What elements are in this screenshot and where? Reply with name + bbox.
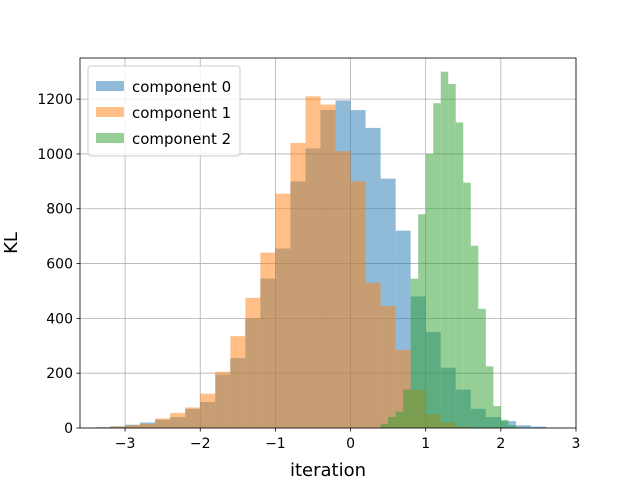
y-tick-label: 1000 [37,147,73,163]
histogram-bar [200,393,216,428]
histogram-bar [440,71,449,428]
y-tick-label: 1200 [37,92,73,108]
x-tick-label: −1 [265,436,286,452]
histogram-bar [365,282,381,428]
histogram-bar [433,103,441,428]
histogram-bar [493,406,501,428]
histogram-bar [425,153,434,429]
histogram-bar [185,407,201,428]
series-1-bars [110,96,471,429]
histogram-bar [155,418,171,428]
histogram-bar [448,84,456,428]
histogram-bar [95,427,111,428]
histogram-bar [335,151,351,428]
y-tick-label: 400 [46,311,73,327]
legend-swatch-2 [96,133,124,143]
legend-box [87,65,241,157]
y-tick-label: 0 [64,421,73,437]
histogram-bar [515,425,531,428]
x-axis-label: iteration [290,460,366,480]
histogram-bar [500,421,516,428]
legend-label-1: component 1 [132,104,231,122]
histogram-bar [305,96,321,429]
y-tick-label: 600 [46,257,73,273]
legend-swatch-0 [96,81,124,91]
histogram-bar [230,336,246,428]
y-tick-label: 800 [46,202,73,218]
histogram-bar [380,306,396,428]
legend: component 0 component 1 component 2 [87,65,241,157]
histogram-bar [320,104,336,428]
histogram-bar [350,181,366,428]
histogram-bar [403,389,411,428]
histogram-bar [478,308,486,428]
histogram-bar [463,182,471,428]
histogram-bar [215,371,231,428]
x-tick-label: 3 [572,436,581,452]
histogram-bar [260,252,276,428]
legend-label-2: component 2 [132,130,231,148]
x-tick-label: 1 [421,436,430,452]
histogram-bar [455,122,464,428]
histogram-bar [388,417,396,428]
y-tick-label: 200 [46,366,73,382]
x-tick-label: −2 [190,436,211,452]
histogram-bar [125,425,141,428]
histogram-bar [110,426,126,428]
x-tick-label: −3 [115,436,136,452]
series-2-bars [380,71,516,429]
histogram-bar [170,412,186,428]
histogram-bar [275,193,291,428]
histogram-bar [245,297,261,428]
histogram-bar [508,425,516,428]
histogram-bar [290,142,306,429]
histogram-bar [485,366,494,428]
histogram-bar [500,419,509,428]
legend-swatch-1 [96,107,124,117]
plot-frame [79,57,577,429]
histogram-bar [140,423,156,428]
histogram-bar [395,411,404,428]
histogram-bar [380,423,389,428]
histogram-bar [410,278,419,428]
legend-label-0: component 0 [132,78,231,96]
y-axis-label: KL [1,232,22,254]
histogram-bar [470,245,479,428]
histogram-bars [95,71,546,429]
x-tick-label: 2 [496,436,505,452]
histogram-bar [530,426,546,428]
axis-ticks: −3 −2 −1 0 1 2 3 0 200 400 600 800 1000 1200 [37,92,580,452]
histogram-bar [418,214,426,428]
x-tick-label: 0 [346,436,355,452]
